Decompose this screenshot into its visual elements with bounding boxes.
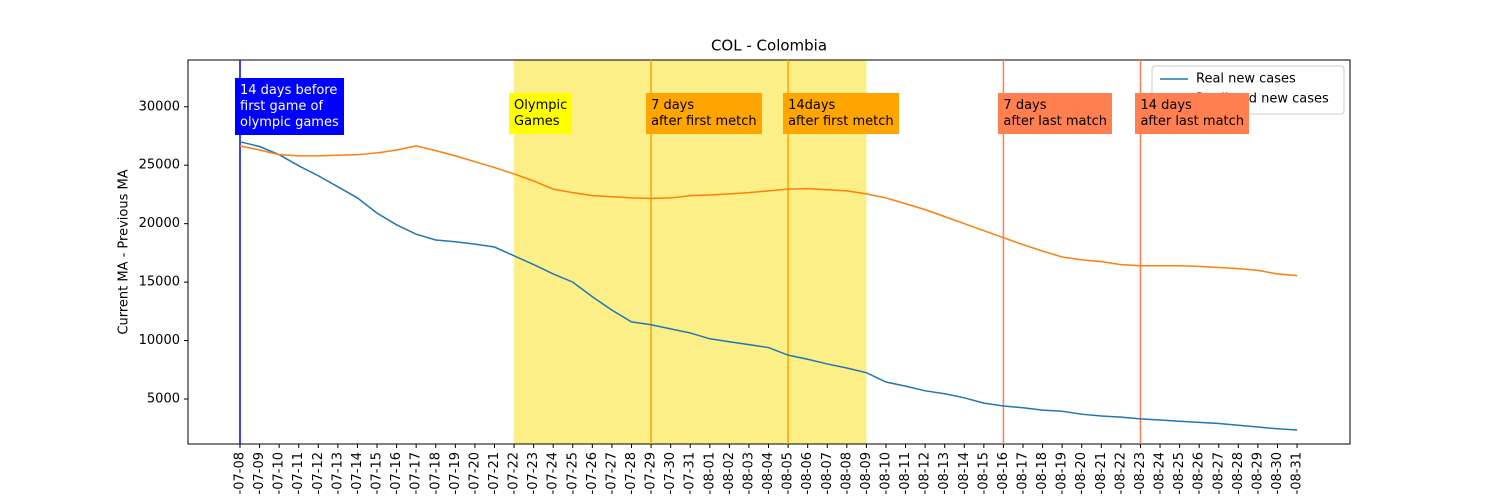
x-tick-label: -08-21: [1094, 452, 1109, 494]
x-tick-label: -08-20: [1074, 452, 1089, 494]
annotation-label: Olympic Games: [509, 93, 573, 134]
annotation-label: 14 days after last match: [1135, 93, 1250, 134]
x-tick-label: -07-10: [272, 452, 287, 494]
x-tick-label: -08-30: [1270, 452, 1285, 494]
x-tick-label: -07-22: [507, 452, 522, 494]
x-tick-label: -08-06: [800, 452, 815, 494]
y-tick-label: 20000: [139, 216, 180, 231]
x-tick-label: -08-09: [859, 452, 874, 494]
x-tick-label: -08-11: [898, 452, 913, 494]
x-tick-label: -07-23: [526, 452, 541, 494]
x-tick-label: -08-27: [1211, 452, 1226, 494]
x-tick-label: -08-22: [1113, 452, 1128, 494]
x-tick-label: -08-13: [937, 452, 952, 494]
y-tick-label: 15000: [139, 275, 180, 290]
y-axis-label: Current MA - Previous MA: [117, 169, 132, 334]
y-tick-label: 10000: [139, 333, 180, 348]
x-tick-label: -07-08: [233, 452, 248, 494]
annotation-label: 14days after first metch: [783, 93, 899, 134]
x-tick-label: -07-24: [546, 452, 561, 494]
series-line: [239, 145, 1298, 277]
x-tick-label: -08-17: [1016, 452, 1031, 494]
x-tick-label: -08-05: [781, 452, 796, 494]
x-tick-label: -07-29: [644, 452, 659, 494]
series-line: [239, 141, 1298, 431]
x-tick-label: -07-14: [350, 452, 365, 494]
x-tick-label: -08-01: [702, 452, 717, 494]
x-tick-label: -08-25: [1172, 452, 1187, 494]
x-tick-label: -08-19: [1055, 452, 1070, 494]
x-tick-label: -08-08: [839, 452, 854, 494]
chart-title: COL - Colombia: [711, 37, 827, 55]
x-tick-label: -08-07: [820, 452, 835, 494]
x-tick-label: -07-28: [624, 452, 639, 494]
x-tick-label: -07-31: [683, 452, 698, 494]
x-tick-label: -08-28: [1231, 452, 1246, 494]
x-tick-label: -07-12: [311, 452, 326, 494]
annotation-label: 7 days after first metch: [646, 93, 762, 134]
x-tick-label: -07-15: [370, 452, 385, 494]
y-tick-label: 25000: [139, 158, 180, 173]
x-tick-label: -07-27: [604, 452, 619, 494]
x-tick-label: -08-31: [1290, 452, 1305, 494]
x-tick-label: -07-30: [663, 452, 678, 494]
x-tick-label: -08-04: [761, 452, 776, 494]
x-tick-label: -07-21: [487, 452, 502, 494]
y-tick-label: 5000: [147, 391, 180, 406]
x-tick-label: -08-10: [878, 452, 893, 494]
x-tick-label: -07-17: [409, 452, 424, 494]
x-tick-label: -07-19: [448, 452, 463, 494]
x-tick-label: -07-09: [252, 452, 267, 494]
x-tick-label: -08-12: [918, 452, 933, 494]
x-tick-label: -07-26: [585, 452, 600, 494]
x-tick-label: -08-16: [996, 452, 1011, 494]
x-tick-label: -08-26: [1192, 452, 1207, 494]
x-tick-label: -07-25: [565, 452, 580, 494]
x-tick-label: -08-24: [1153, 452, 1168, 494]
annotation-label: 7 days after last match: [998, 93, 1113, 134]
x-tick-label: -08-14: [957, 452, 972, 494]
x-tick-label: -08-15: [976, 452, 991, 494]
x-tick-label: -08-18: [1035, 452, 1050, 494]
x-tick-label: -08-02: [722, 452, 737, 494]
x-tick-label: -08-23: [1133, 452, 1148, 494]
x-tick-label: -07-13: [330, 452, 345, 494]
x-tick-label: -07-18: [428, 452, 443, 494]
annotation-label: 14 days before first game of olympic gam…: [235, 78, 344, 135]
x-tick-label: -08-29: [1250, 452, 1265, 494]
legend-label: Real new cases: [1196, 72, 1296, 87]
x-tick-label: -08-03: [741, 452, 756, 494]
x-tick-label: -07-11: [291, 452, 306, 494]
y-tick-label: 30000: [139, 99, 180, 114]
x-tick-label: -07-16: [389, 452, 404, 494]
x-tick-label: -07-20: [467, 452, 482, 494]
